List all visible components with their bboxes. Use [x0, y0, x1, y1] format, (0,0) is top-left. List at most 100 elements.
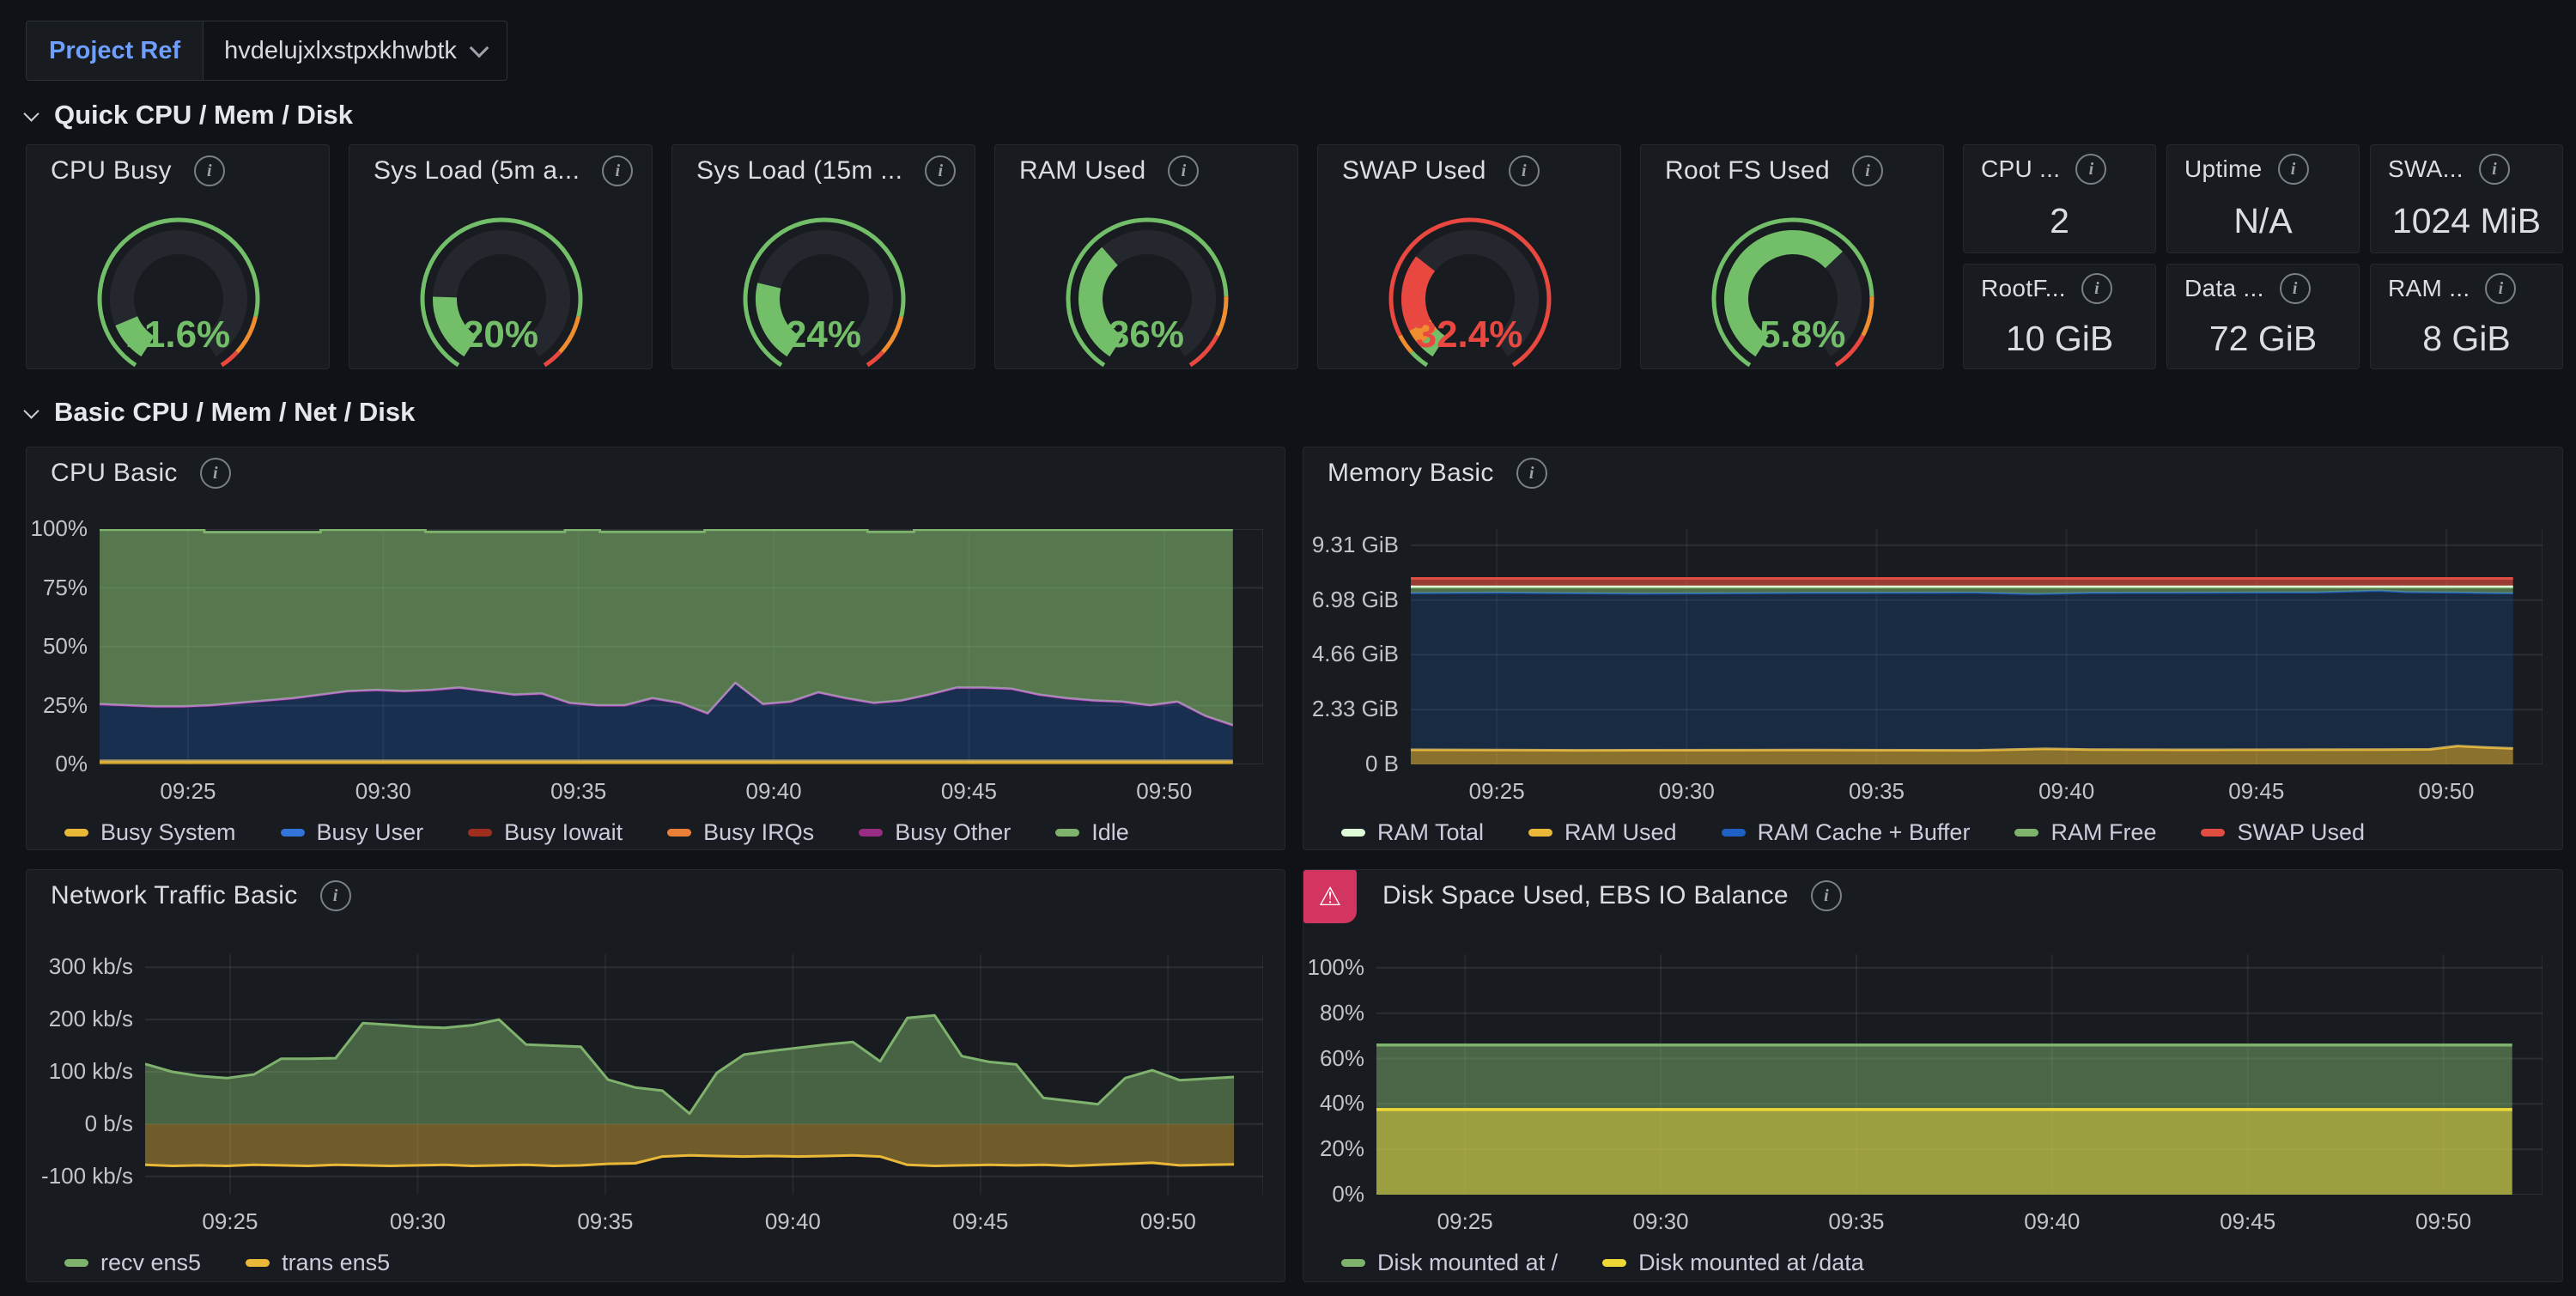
- stat-value: 2: [1964, 197, 2155, 246]
- panel-cpu-basic: CPU Basic i 0%25%50%75%100%09:2509:3009:…: [26, 447, 1285, 850]
- x-tick-label: 09:35: [1807, 778, 1945, 805]
- x-tick-label: 09:50: [2378, 778, 2515, 805]
- panel-disk-space-used: ⚠ Disk Space Used, EBS IO Balance i 0%20…: [1303, 869, 2563, 1282]
- legend-item-busy-irqs[interactable]: Busy IRQs: [667, 819, 814, 846]
- chart-legend: Busy System Busy User Busy Iowait Busy IRQs…: [64, 819, 1129, 846]
- legend-swatch: [281, 829, 305, 837]
- x-tick-label: 09:45: [900, 778, 1037, 805]
- legend-item-ram-total[interactable]: RAM Total: [1341, 819, 1484, 846]
- x-tick-label: 09:35: [1788, 1208, 1925, 1235]
- x-tick-label: 09:25: [1396, 1208, 1534, 1235]
- panel-title[interactable]: Memory Basic: [1327, 459, 1494, 488]
- section-header-quick-cpu-mem-disk[interactable]: Quick CPU / Mem / Disk: [26, 100, 353, 131]
- legend-item-busy-iowait[interactable]: Busy Iowait: [468, 819, 623, 846]
- panel-title[interactable]: RootF...: [1981, 275, 2066, 302]
- chevron-down-icon: [23, 403, 39, 418]
- legend-item-recv-ens5[interactable]: recv ens5: [64, 1250, 201, 1276]
- gauge-panel-swap-used: SWAP Usedi32.4%: [1317, 144, 1621, 369]
- panel-title[interactable]: Disk Space Used, EBS IO Balance: [1382, 881, 1789, 910]
- alert-warning-icon[interactable]: ⚠: [1303, 870, 1357, 923]
- legend-item-swap-used[interactable]: SWAP Used: [2201, 819, 2365, 846]
- chart-canvas: [145, 954, 1263, 1195]
- stat-value: N/A: [2167, 197, 2359, 246]
- y-tick-label: 9.31 GiB: [1270, 532, 1399, 558]
- gauge-panel-sys-load-15m: Sys Load (15m ...i24%: [671, 144, 975, 369]
- panel-title[interactable]: Network Traffic Basic: [51, 881, 298, 910]
- legend-item-ram-used[interactable]: RAM Used: [1528, 819, 1677, 846]
- legend-item-disk-mounted-at-data[interactable]: Disk mounted at /data: [1602, 1250, 1864, 1276]
- panel-title[interactable]: RAM ...: [2388, 275, 2470, 302]
- legend-item-ram-free[interactable]: RAM Free: [2014, 819, 2156, 846]
- info-icon[interactable]: i: [1516, 458, 1547, 489]
- y-tick-label: 20%: [1236, 1135, 1364, 1162]
- chevron-down-icon: [23, 106, 39, 121]
- info-icon[interactable]: i: [2075, 154, 2106, 185]
- panel-title[interactable]: Data ...: [2184, 275, 2264, 302]
- variable-label-project-ref: Project Ref: [26, 21, 204, 81]
- panel-title[interactable]: CPU Basic: [51, 459, 178, 488]
- legend-item-busy-user[interactable]: Busy User: [281, 819, 424, 846]
- info-icon[interactable]: i: [2485, 273, 2516, 304]
- legend-label: Busy Other: [895, 819, 1011, 846]
- legend-swatch: [1055, 829, 1079, 837]
- info-icon[interactable]: i: [2479, 154, 2510, 185]
- y-tick-label: 6.98 GiB: [1270, 587, 1399, 613]
- legend-label: Disk mounted at /data: [1638, 1250, 1864, 1276]
- panel-title[interactable]: CPU ...: [1981, 155, 2060, 183]
- chart-legend: RAM Total RAM Used RAM Cache + Buffer RAM F…: [1341, 819, 2365, 846]
- x-tick-label: 09:40: [705, 778, 842, 805]
- info-icon[interactable]: i: [200, 458, 231, 489]
- y-tick-label: 4.66 GiB: [1270, 641, 1399, 667]
- panel-header: CPU Basic i: [27, 447, 1285, 499]
- legend-label: trans ens5: [282, 1250, 390, 1276]
- y-tick-label: 300 kb/s: [4, 953, 133, 980]
- variable-dropdown[interactable]: hvdelujxlxstpxkhwbtk: [204, 21, 507, 81]
- legend-item-disk-mounted-at[interactable]: Disk mounted at /: [1341, 1250, 1558, 1276]
- legend-label: Idle: [1091, 819, 1129, 846]
- gauge-panel-ram-used: RAM Usedi36%: [994, 144, 1298, 369]
- legend-label: SWAP Used: [2237, 819, 2365, 846]
- info-icon[interactable]: i: [2280, 273, 2311, 304]
- legend-label: RAM Cache + Buffer: [1758, 819, 1971, 846]
- chart-canvas: [1411, 529, 2543, 764]
- panel-title[interactable]: Uptime: [2184, 155, 2263, 183]
- panel-header: SWA... i: [2371, 145, 2562, 193]
- gauge-value: 20%: [349, 313, 652, 356]
- panel-header: RAM ... i: [2371, 265, 2562, 313]
- y-tick-label: 0%: [1236, 1181, 1364, 1208]
- legend-label: RAM Free: [2050, 819, 2156, 846]
- y-tick-label: 100%: [1236, 954, 1364, 981]
- y-tick-label: -100 kb/s: [4, 1163, 133, 1190]
- y-tick-label: 100%: [0, 515, 88, 542]
- dashboard-variables-bar: Project Ref hvdelujxlxstpxkhwbtk: [26, 21, 507, 81]
- y-tick-label: 100 kb/s: [4, 1058, 133, 1085]
- legend-swatch: [1602, 1259, 1626, 1267]
- y-tick-label: 200 kb/s: [4, 1006, 133, 1032]
- y-tick-label: 0 b/s: [4, 1110, 133, 1137]
- info-icon[interactable]: i: [320, 880, 351, 911]
- gauge-panel-sys-load-5m-a: Sys Load (5m a...i20%: [349, 144, 653, 369]
- gauge-panel-root-fs-used: Root FS Usedi65.8%: [1640, 144, 1944, 369]
- info-icon[interactable]: i: [2278, 154, 2309, 185]
- legend-item-busy-other[interactable]: Busy Other: [859, 819, 1011, 846]
- panel-header: Uptimei: [2167, 145, 2359, 193]
- y-tick-label: 25%: [0, 692, 88, 719]
- legend-label: Busy User: [317, 819, 424, 846]
- legend-item-idle[interactable]: Idle: [1055, 819, 1129, 846]
- legend-item-ram-cache-buffer[interactable]: RAM Cache + Buffer: [1722, 819, 1971, 846]
- legend-item-busy-system[interactable]: Busy System: [64, 819, 236, 846]
- chart-legend: Disk mounted at / Disk mounted at /data: [1341, 1250, 1864, 1276]
- legend-item-trans-ens5[interactable]: trans ens5: [246, 1250, 390, 1276]
- y-tick-label: 0%: [0, 751, 88, 777]
- x-tick-label: 09:35: [537, 1208, 674, 1235]
- info-icon[interactable]: i: [1811, 880, 1842, 911]
- panel-title[interactable]: SWA...: [2388, 155, 2464, 183]
- y-tick-label: 75%: [0, 575, 88, 601]
- gauge-panel-cpu-busy: CPU Busyi11.6%: [26, 144, 330, 369]
- x-tick-label: 09:50: [1096, 778, 1233, 805]
- panel-header: Disk Space Used, EBS IO Balance i: [1303, 870, 2562, 922]
- info-icon[interactable]: i: [2081, 273, 2112, 304]
- panel-header: Memory Basic i: [1303, 447, 2562, 499]
- legend-swatch: [1722, 829, 1746, 837]
- section-header-basic-cpu-mem-net-disk[interactable]: Basic CPU / Mem / Net / Disk: [26, 397, 415, 428]
